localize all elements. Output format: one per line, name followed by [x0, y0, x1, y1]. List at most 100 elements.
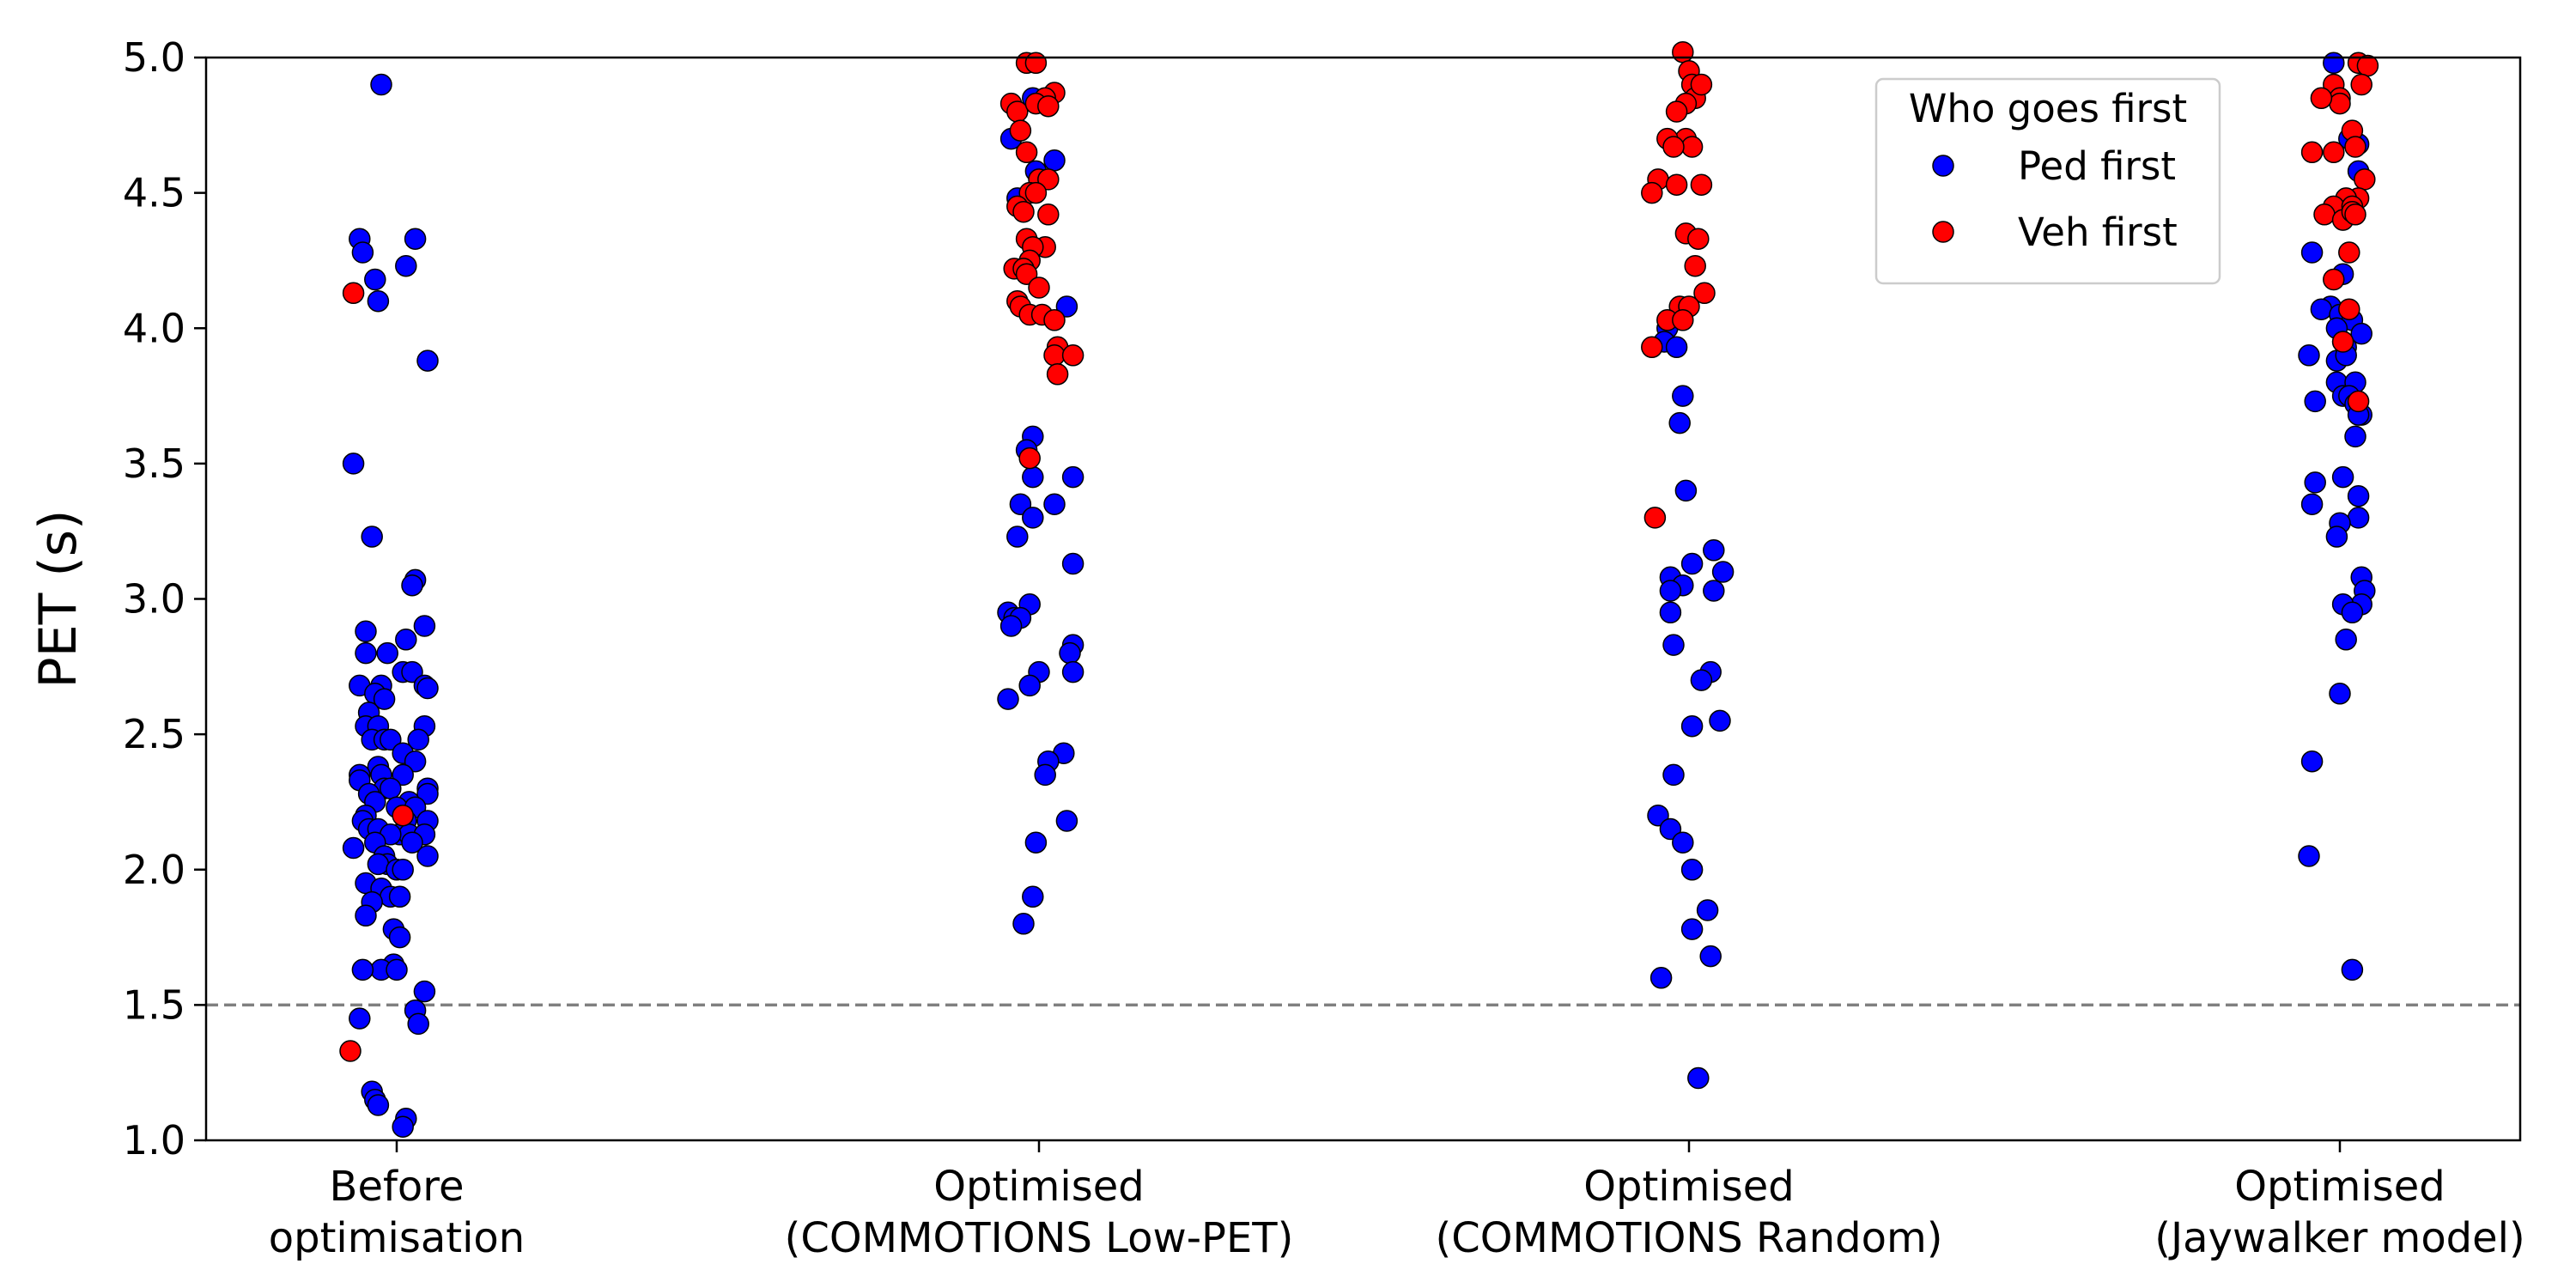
ped-first-point — [2300, 493, 2324, 515]
veh-first-point — [1043, 309, 1066, 331]
ped-first-point — [355, 904, 377, 927]
veh-first-point — [342, 282, 365, 305]
ped-first-point — [361, 526, 383, 548]
x-tick-label: (Jaywalker model) — [2154, 1214, 2525, 1262]
ped-first-point — [376, 641, 398, 665]
ped-first-point — [349, 1007, 371, 1030]
veh-first-point — [1046, 363, 1069, 386]
ped-first-point — [1022, 507, 1044, 529]
ped-first-point — [2298, 845, 2320, 867]
ped-first-point — [416, 349, 439, 372]
y-tick-label: 1.5 — [123, 981, 185, 1028]
ped-first-point — [355, 641, 377, 665]
ped-first-point — [2344, 425, 2366, 448]
ped-first-point — [2350, 322, 2372, 345]
ped-first-point — [1061, 552, 1084, 575]
ped-first-point — [1018, 674, 1041, 697]
legend-marker-ped-first — [1932, 155, 1954, 177]
legend-label-ped-first: Ped first — [2018, 143, 2176, 189]
veh-first-point — [1015, 141, 1038, 164]
ped-first-point — [1061, 660, 1084, 683]
ped-first-point — [2347, 507, 2370, 529]
veh-first-point — [1024, 181, 1048, 204]
ped-first-point — [1006, 526, 1029, 548]
ped-first-point — [2331, 465, 2354, 489]
x-tick-label: Optimised — [1583, 1163, 1795, 1211]
y-tick-label: 3.5 — [123, 440, 185, 487]
ped-first-point — [1668, 411, 1691, 434]
veh-first-point — [392, 804, 414, 827]
ped-first-point — [342, 836, 365, 860]
ped-first-point — [1703, 539, 1725, 562]
y-tick-label: 2.0 — [123, 847, 185, 893]
ped-first-point — [1703, 580, 1725, 602]
ped-first-point — [386, 958, 408, 981]
ped-first-point — [1672, 385, 1694, 407]
ped-first-point — [1022, 465, 1044, 489]
ped-first-point — [1022, 885, 1044, 908]
veh-first-point — [1662, 136, 1685, 158]
veh-first-point — [1028, 276, 1050, 299]
legend: Who goes first Ped first Veh first — [1874, 77, 2221, 285]
veh-first-point — [1009, 119, 1032, 142]
veh-first-point — [2313, 204, 2336, 226]
ped-first-point — [2347, 484, 2370, 507]
ped-first-point — [1043, 149, 1066, 172]
ped-first-point — [401, 660, 423, 683]
ped-first-point — [342, 453, 365, 475]
veh-first-point — [2350, 73, 2372, 96]
ped-first-point — [1647, 804, 1669, 827]
ped-first-point — [1055, 295, 1078, 318]
ped-first-point — [367, 853, 390, 876]
veh-first-point — [1037, 204, 1060, 226]
ped-first-point — [355, 620, 377, 643]
veh-first-point — [2329, 92, 2351, 115]
legend-title: Who goes first — [1909, 86, 2187, 131]
ped-first-point — [1034, 763, 1056, 787]
veh-first-point — [1015, 263, 1038, 285]
x-tick-label: (COMMOTIONS Low-PET) — [785, 1214, 1294, 1262]
veh-first-point — [339, 1040, 361, 1062]
veh-first-point — [2354, 168, 2376, 191]
x-tick-label: optimisation — [269, 1214, 525, 1262]
veh-first-point — [1012, 200, 1035, 223]
veh-first-point — [2338, 298, 2360, 320]
ped-first-point — [1662, 634, 1685, 656]
ped-first-point — [364, 268, 386, 291]
ped-first-point — [1709, 709, 1731, 732]
ped-first-point — [380, 728, 402, 751]
legend-box — [1874, 77, 2221, 285]
veh-first-point — [2347, 390, 2370, 413]
x-tick-label: Optimised — [2234, 1163, 2445, 1211]
ped-first-point — [999, 615, 1023, 637]
ped-first-point — [413, 980, 436, 1003]
veh-first-point — [1672, 309, 1694, 331]
ped-first-point — [404, 228, 427, 250]
ped-first-point — [367, 289, 390, 313]
ped-first-point — [2341, 958, 2364, 981]
ped-first-point — [2323, 52, 2345, 75]
ped-first-point — [1659, 580, 1682, 602]
veh-first-point — [1687, 228, 1710, 250]
veh-first-point — [2344, 204, 2366, 226]
ped-first-point — [1012, 913, 1035, 935]
ped-first-point — [1672, 831, 1694, 854]
ped-first-point — [2304, 390, 2326, 413]
veh-first-point — [1693, 282, 1716, 305]
ped-first-point — [388, 885, 411, 908]
ped-first-point — [1680, 552, 1704, 575]
ped-first-point — [1061, 465, 1084, 489]
ped-first-point — [367, 1094, 390, 1116]
ped-first-point — [997, 688, 1019, 710]
ped-first-point — [395, 629, 417, 651]
veh-first-point — [1061, 344, 1084, 367]
ped-first-point — [1024, 831, 1048, 854]
y-tick-label: 4.5 — [123, 170, 185, 216]
veh-first-point — [1643, 507, 1667, 529]
ped-first-point — [370, 73, 392, 96]
ped-first-point — [2304, 471, 2326, 494]
ped-first-point — [1687, 1066, 1710, 1090]
ped-first-point — [351, 241, 374, 264]
ped-first-point — [1662, 763, 1685, 787]
x-tick-label: Optimised — [933, 1163, 1145, 1211]
